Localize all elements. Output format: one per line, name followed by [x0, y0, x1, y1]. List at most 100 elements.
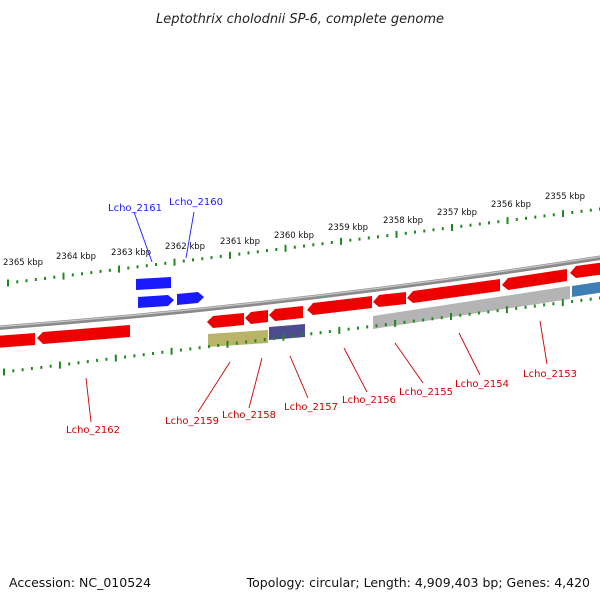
- lower-scale-major-tick: [561, 299, 564, 307]
- upper-scale-minor-tick: [525, 216, 527, 220]
- lower-scale-minor-tick: [235, 341, 238, 345]
- lower-scale-minor-tick: [161, 350, 164, 354]
- upper-scale-minor-tick: [478, 222, 481, 226]
- gene-lcho-2155[interactable]: [373, 292, 406, 307]
- upper-scale-minor-tick: [377, 235, 379, 239]
- scale-label: 2362 kbp: [165, 242, 205, 252]
- gene-lcho-2162-left[interactable]: [0, 333, 35, 348]
- gene-lcho-2156[interactable]: [307, 296, 372, 315]
- upper-scale-minor-tick: [367, 236, 370, 240]
- lower-scale-minor-tick: [319, 331, 322, 335]
- upper-scale-major-tick: [62, 272, 65, 280]
- scale-label: 2359 kbp: [328, 223, 368, 233]
- forward-genes: [136, 277, 204, 308]
- feature-steelblue[interactable]: [572, 281, 600, 297]
- scale-label: 2356 kbp: [491, 200, 531, 210]
- lower-scale-minor-tick: [422, 318, 425, 322]
- upper-scale-major-tick: [229, 251, 231, 259]
- lower-scale-minor-tick: [496, 309, 499, 313]
- gene-lcho-2153[interactable]: [502, 269, 567, 290]
- scale-label: 2355 kbp: [545, 192, 585, 202]
- upper-scale-minor-tick: [127, 266, 130, 270]
- scale-label: 2363 kbp: [111, 248, 151, 258]
- lower-scale-minor-tick: [384, 323, 387, 327]
- upper-scale-minor-tick: [321, 242, 324, 246]
- lower-scale-minor-tick: [487, 310, 490, 314]
- upper-scale-minor-tick: [44, 276, 46, 280]
- upper-scale-minor-tick: [552, 213, 555, 217]
- gene-right-edge[interactable]: [570, 262, 600, 278]
- lower-scale-minor-tick: [375, 324, 378, 328]
- lower-scale-minor-tick: [142, 353, 145, 357]
- lower-scale-major-tick: [170, 347, 173, 355]
- lower-scale-minor-tick: [347, 327, 350, 331]
- upper-scale-minor-tick: [155, 263, 157, 266]
- lower-scale-major-tick: [114, 354, 117, 362]
- lower-scale-minor-tick: [291, 334, 294, 338]
- accession-text: Accession: NC_010524: [9, 575, 152, 590]
- label-lcho-2160: Lcho_2160: [169, 197, 223, 208]
- upper-scale-minor-tick: [99, 269, 102, 273]
- genome-info-text: Topology: circular; Length: 4,909,403 bp…: [246, 575, 590, 590]
- lower-scale-minor-tick: [86, 360, 89, 364]
- feature-slate[interactable]: [269, 324, 305, 340]
- lower-scale-minor-tick: [12, 369, 15, 373]
- reverse-genes: [0, 262, 600, 348]
- upper-scale-major-tick: [118, 265, 120, 273]
- leader-lcho-2160: [185, 211, 195, 259]
- genome-backbone-highlight: [0, 256, 600, 328]
- lower-scale-minor-tick: [524, 305, 527, 309]
- lower-scale-major-tick: [338, 326, 341, 334]
- lower-scale-minor-tick: [459, 313, 462, 317]
- upper-scale-minor-tick: [441, 227, 444, 231]
- feature-gray[interactable]: [373, 286, 570, 329]
- upper-scale-major-tick: [284, 244, 287, 252]
- gene-lcho-2160[interactable]: [177, 292, 204, 305]
- upper-scale-major-tick: [7, 279, 9, 287]
- feature-olive[interactable]: [208, 330, 268, 347]
- upper-scale-minor-tick: [303, 244, 305, 248]
- upper-scale-minor-tick: [81, 272, 83, 276]
- leader-lcho-2154: [458, 332, 481, 376]
- gene-lcho-2161-part[interactable]: [138, 295, 174, 308]
- lower-scale-minor-tick: [477, 311, 480, 315]
- lower-scale-minor-tick: [366, 325, 369, 329]
- label-lcho-2153: Lcho_2153: [523, 369, 577, 380]
- upper-scale-minor-tick: [71, 273, 74, 277]
- lower-scale-minor-tick: [571, 300, 574, 303]
- lower-scale-minor-tick: [533, 304, 536, 308]
- upper-scale-minor-tick: [238, 252, 241, 256]
- lower-scale-major-tick: [282, 333, 285, 341]
- lower-scale-minor-tick: [263, 338, 266, 342]
- label-leaders: [85, 211, 548, 423]
- lower-scale-minor-tick: [254, 339, 257, 343]
- lower-scale-major-tick: [3, 368, 5, 376]
- lower-scale-minor-tick: [356, 326, 359, 330]
- upper-scale-minor-tick: [386, 234, 389, 238]
- gene-lcho-2161[interactable]: [136, 277, 171, 290]
- upper-scale-minor-tick: [589, 208, 592, 212]
- upper-scale-minor-tick: [404, 231, 407, 235]
- upper-scale-minor-tick: [469, 223, 472, 227]
- upper-scale-minor-tick: [423, 229, 426, 233]
- label-lcho-2157: Lcho_2157: [284, 402, 338, 413]
- upper-scale-minor-tick: [164, 261, 167, 265]
- upper-scale-minor-tick: [534, 215, 537, 219]
- gene-lcho-2158[interactable]: [245, 310, 268, 324]
- gene-lcho-2159[interactable]: [207, 313, 244, 328]
- lower-scale-minor-tick: [179, 348, 182, 352]
- scale-label: 2364 kbp: [56, 252, 96, 262]
- upper-scale-minor-tick: [53, 275, 56, 279]
- gene-lcho-2157[interactable]: [269, 306, 303, 321]
- upper-scale-minor-tick: [460, 224, 463, 228]
- upper-scale-major-tick: [173, 258, 176, 266]
- lower-scale-minor-tick: [198, 346, 201, 350]
- upper-scale-minor-tick: [136, 265, 139, 269]
- upper-scale-minor-tick: [580, 209, 583, 213]
- scale-label: 2358 kbp: [383, 216, 423, 226]
- gene-lcho-2162[interactable]: [37, 325, 130, 344]
- lower-scale-minor-tick: [105, 357, 108, 361]
- gene-lcho-2154[interactable]: [407, 279, 500, 303]
- upper-scale-minor-tick: [414, 230, 416, 234]
